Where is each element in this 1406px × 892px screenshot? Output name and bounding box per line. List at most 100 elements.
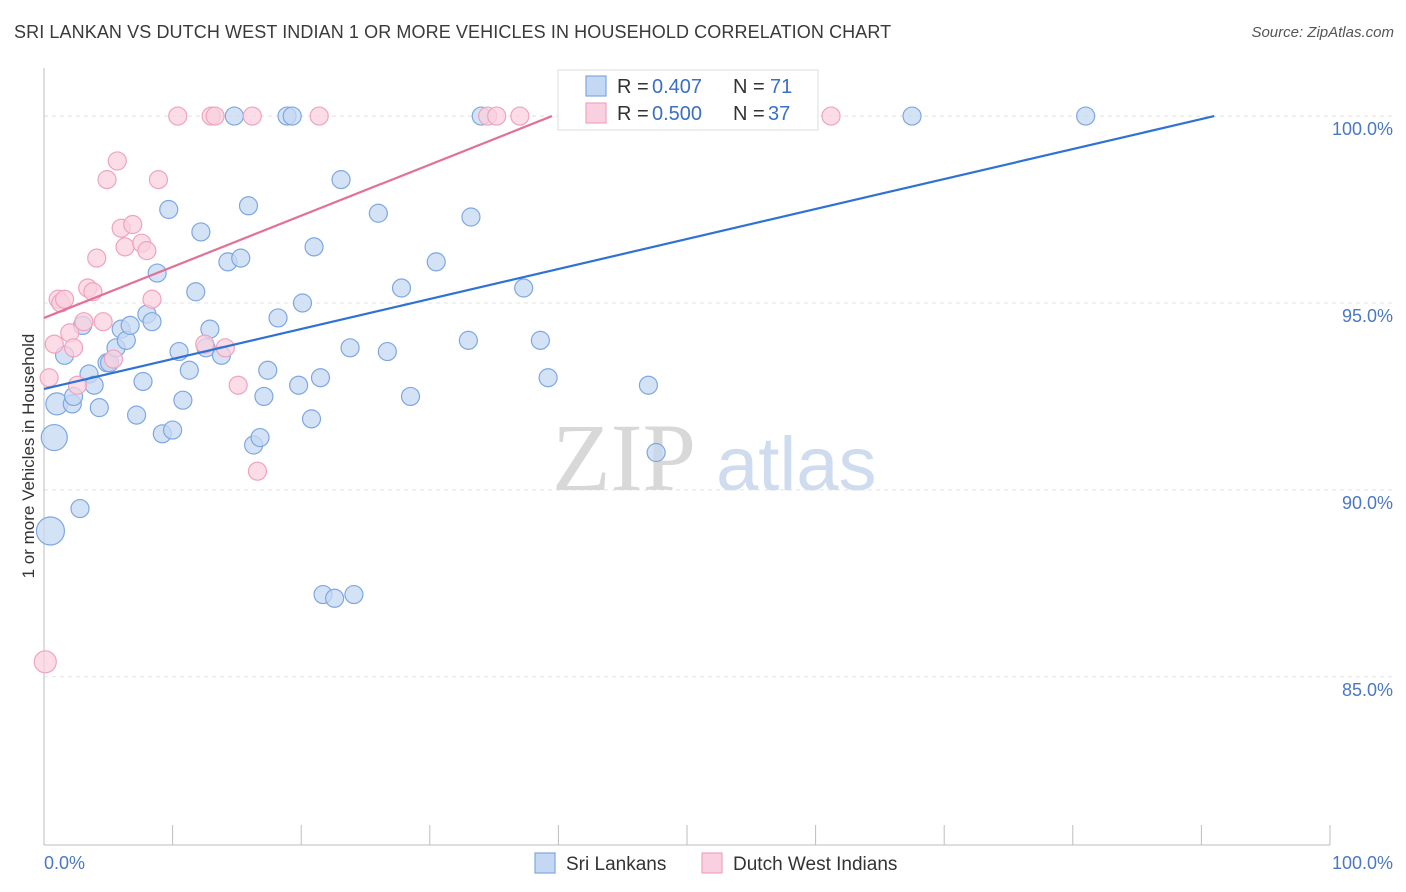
point-dutch-west-indians: [74, 312, 94, 332]
point-sri-lankans: [331, 170, 351, 190]
data-points: [33, 106, 1096, 674]
axes: [43, 68, 1331, 846]
point-dutch-west-indians: [63, 338, 84, 358]
point-dutch-west-indians: [510, 106, 530, 126]
point-sri-lankans: [40, 423, 68, 452]
point-sri-lankans: [426, 252, 446, 272]
y-tick-label: 95.0%: [1342, 306, 1393, 326]
point-sri-lankans: [301, 409, 322, 429]
point-sri-lankans: [250, 427, 270, 448]
x-tick-label-max: 100.0%: [1332, 853, 1393, 873]
series-legend-swatch-sri-lankans: [534, 852, 556, 874]
point-sri-lankans: [902, 106, 922, 126]
point-sri-lankans: [179, 360, 199, 380]
watermark-zip: ZIP: [552, 404, 696, 511]
point-dutch-west-indians: [148, 170, 169, 190]
point-sri-lankans: [282, 106, 302, 126]
point-dutch-west-indians: [123, 214, 143, 235]
y-tick-label: 85.0%: [1342, 680, 1393, 700]
point-dutch-west-indians: [137, 241, 157, 261]
point-sri-lankans: [310, 368, 331, 388]
legend-n-label-2: N =: [733, 103, 765, 125]
point-dutch-west-indians: [93, 312, 113, 332]
y-tick-labels: 85.0% 90.0% 95.0% 100.0%: [1332, 119, 1393, 700]
point-dutch-west-indians: [247, 461, 268, 481]
point-dutch-west-indians: [821, 106, 841, 126]
point-sri-lankans: [126, 405, 147, 425]
point-sri-lankans: [377, 341, 397, 362]
point-dutch-west-indians: [54, 289, 75, 309]
point-sri-lankans: [1076, 106, 1096, 126]
point-sri-lankans: [186, 282, 206, 302]
x-tick-labels: 0.0% 100.0%: [44, 853, 1393, 873]
point-dutch-west-indians: [87, 248, 107, 268]
trendline-dutch-west-indians: [43, 115, 553, 319]
point-dutch-west-indians: [97, 170, 117, 190]
legend-swatch-dutch-west-indians: [585, 102, 607, 124]
watermark-atlas: atlas: [716, 422, 877, 507]
point-sri-lankans: [254, 386, 274, 407]
series-legend-label-dutch-west-indians: Dutch West Indians: [733, 854, 897, 875]
legend-swatch-sri-lankans: [585, 75, 607, 97]
point-sri-lankans: [89, 398, 109, 418]
point-sri-lankans: [238, 196, 259, 216]
point-sri-lankans: [344, 584, 364, 605]
legend-r-value-2: 0.500: [652, 103, 702, 125]
legend-n-value-1: 71: [770, 76, 792, 98]
point-sri-lankans: [325, 588, 345, 608]
point-sri-lankans: [35, 516, 66, 546]
point-dutch-west-indians: [487, 106, 507, 126]
y-tick-label: 90.0%: [1342, 493, 1393, 513]
trend-lines: [43, 115, 1215, 391]
legend-r-value-1: 0.407: [652, 76, 702, 98]
point-dutch-west-indians: [103, 349, 124, 369]
point-dutch-west-indians: [39, 368, 59, 388]
point-dutch-west-indians: [107, 151, 127, 171]
point-dutch-west-indians: [195, 334, 215, 354]
point-sri-lankans: [638, 375, 659, 395]
legend-r-label-2: R =: [617, 103, 649, 125]
point-dutch-west-indians: [44, 334, 64, 354]
point-sri-lankans: [391, 278, 412, 298]
point-sri-lankans: [458, 330, 478, 350]
point-dutch-west-indians: [33, 650, 57, 674]
series-legend-label-sri-lankans: Sri Lankans: [566, 854, 666, 875]
point-dutch-west-indians: [228, 375, 248, 395]
point-sri-lankans: [120, 315, 140, 336]
point-sri-lankans: [461, 207, 481, 227]
source-label: Source: ZipAtlas.com: [1251, 24, 1394, 41]
point-sri-lankans: [268, 308, 288, 328]
point-dutch-west-indians: [205, 106, 225, 126]
point-sri-lankans: [538, 368, 558, 388]
point-sri-lankans: [530, 330, 550, 350]
x-tick-label-min: 0.0%: [44, 853, 85, 873]
point-sri-lankans: [304, 237, 324, 257]
point-dutch-west-indians: [242, 106, 262, 126]
chart-title: SRI LANKAN VS DUTCH WEST INDIAN 1 OR MOR…: [14, 22, 892, 42]
legend-r-label-1: R =: [617, 76, 649, 98]
point-sri-lankans: [133, 371, 153, 392]
stats-legend: R = 0.407 N = 71 R = 0.500 N = 37: [557, 69, 819, 131]
point-sri-lankans: [258, 360, 278, 380]
point-sri-lankans: [191, 222, 211, 242]
point-sri-lankans: [292, 293, 313, 313]
point-dutch-west-indians: [142, 289, 162, 309]
legend-n-label-1: N =: [733, 76, 765, 98]
trendline-sri-lankans: [43, 115, 1215, 391]
point-sri-lankans: [231, 248, 251, 268]
series-legend-swatch-dutch-west-indians: [701, 852, 723, 874]
point-sri-lankans: [340, 338, 360, 358]
point-sri-lankans: [368, 203, 388, 223]
y-axis-label: 1 or more Vehicles in Household: [19, 334, 38, 579]
point-sri-lankans: [142, 312, 162, 332]
point-dutch-west-indians: [168, 106, 188, 126]
point-sri-lankans: [173, 390, 193, 410]
point-sri-lankans: [159, 199, 179, 220]
point-sri-lankans: [646, 442, 666, 463]
series-legend: Sri Lankans Dutch West Indians: [534, 852, 897, 875]
point-dutch-west-indians: [115, 237, 135, 257]
point-sri-lankans: [70, 498, 90, 519]
point-sri-lankans: [163, 420, 183, 440]
point-sri-lankans: [224, 106, 244, 126]
